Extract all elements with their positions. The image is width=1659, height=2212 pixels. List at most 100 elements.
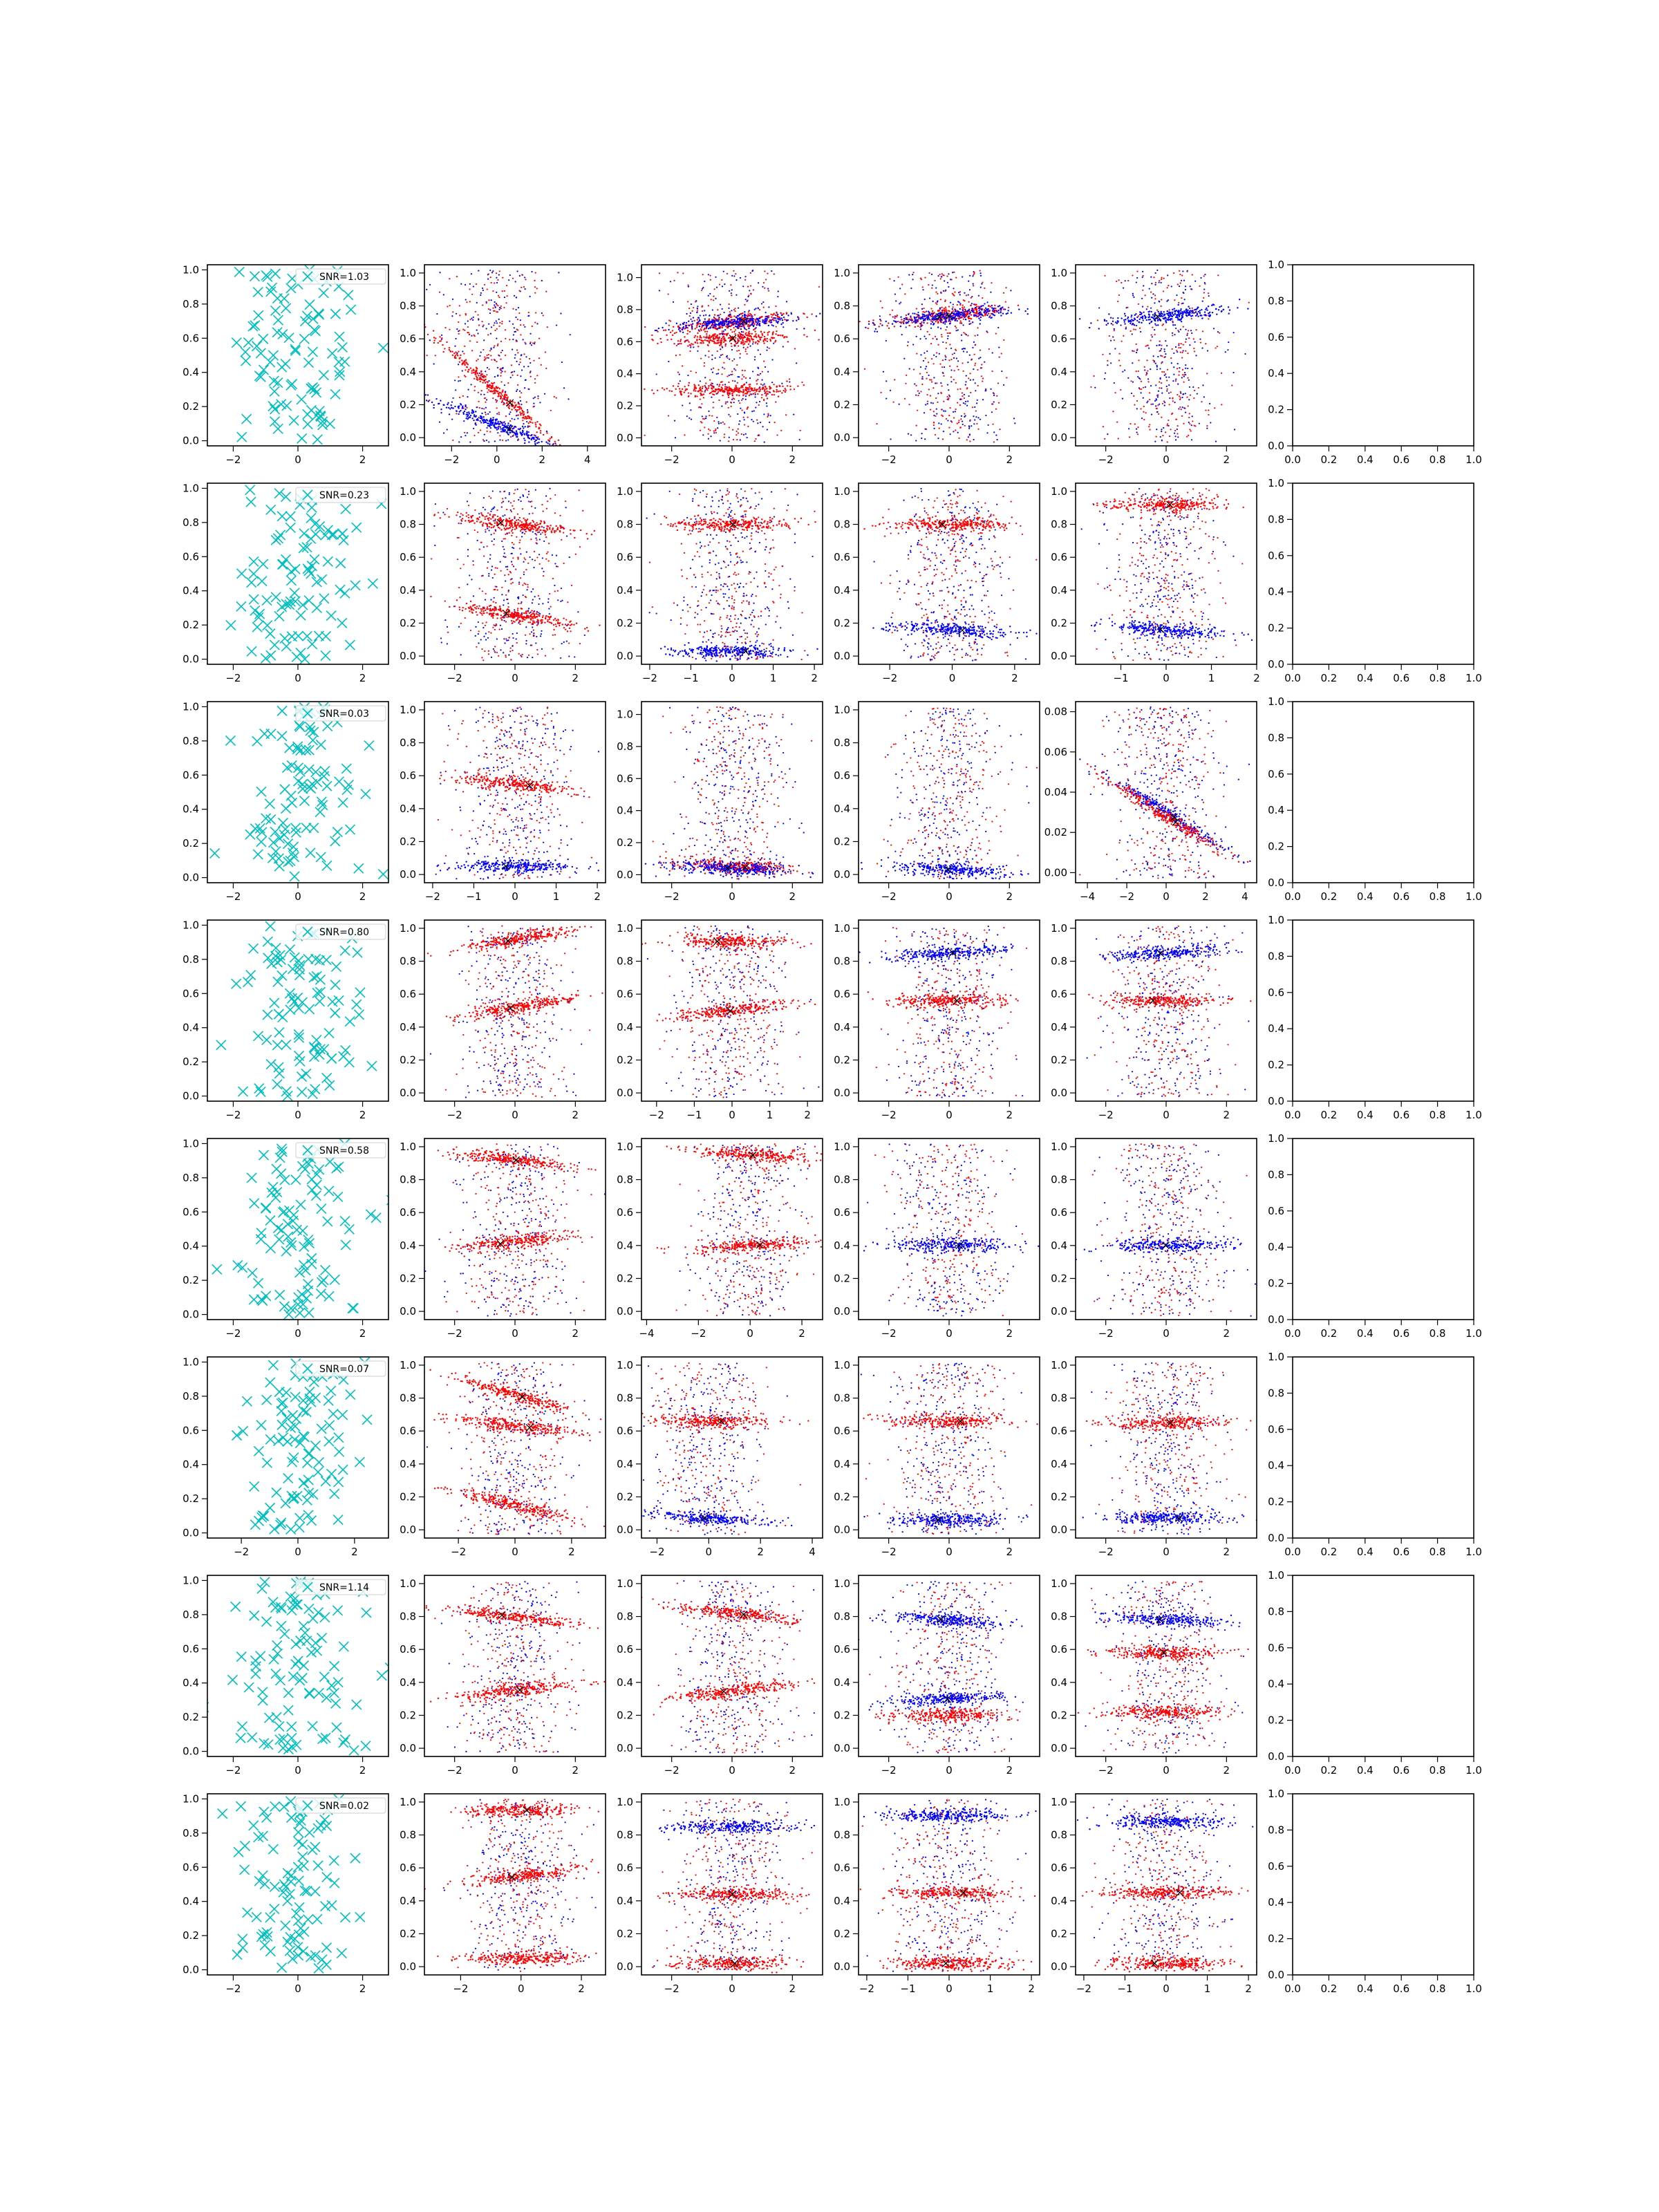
data-point — [921, 383, 924, 386]
data-point — [285, 511, 296, 522]
data-point — [512, 323, 514, 325]
data-point — [469, 301, 471, 303]
data-point — [306, 512, 317, 523]
data-point — [962, 324, 964, 326]
data-point — [993, 441, 995, 443]
data-point — [471, 317, 473, 319]
data-point — [503, 395, 505, 398]
data-point — [945, 319, 947, 321]
data-point — [711, 371, 714, 373]
data-point — [952, 310, 954, 312]
data-point — [912, 274, 914, 276]
data-point — [723, 311, 725, 314]
data-point — [768, 306, 770, 308]
data-point — [530, 344, 533, 346]
data-point — [713, 299, 715, 301]
data-point — [982, 399, 984, 401]
data-point — [1128, 428, 1130, 430]
data-point — [934, 317, 936, 319]
data-point — [494, 427, 496, 429]
data-point — [539, 402, 541, 404]
data-point — [437, 341, 439, 344]
data-point — [522, 339, 524, 341]
data-point — [695, 326, 698, 328]
data-point — [527, 436, 529, 438]
data-point — [936, 413, 938, 415]
data-point — [722, 384, 724, 386]
data-point — [1177, 425, 1179, 427]
data-point — [527, 411, 529, 414]
data-point — [753, 359, 756, 361]
data-point — [510, 424, 512, 427]
data-point — [868, 320, 870, 323]
data-point — [1027, 313, 1029, 315]
data-point — [770, 313, 772, 316]
y-tick-label: 0.0 — [834, 431, 850, 444]
data-point — [965, 294, 968, 297]
data-point — [486, 384, 489, 386]
data-point — [718, 385, 720, 387]
data-point — [1180, 312, 1182, 315]
data-point — [711, 415, 713, 417]
data-point — [1132, 381, 1134, 383]
data-point — [711, 319, 713, 321]
data-point — [1193, 424, 1195, 427]
data-point — [880, 391, 882, 393]
data-point — [669, 320, 672, 322]
data-point — [785, 336, 787, 338]
data-point — [438, 402, 440, 405]
data-point — [493, 359, 496, 361]
center-marker — [935, 312, 944, 321]
data-point — [1134, 423, 1136, 425]
data-point — [494, 310, 496, 312]
data-point — [971, 308, 973, 310]
data-point — [692, 344, 694, 346]
data-point — [485, 413, 487, 415]
data-point — [1159, 403, 1161, 405]
data-point — [1175, 327, 1177, 330]
x-tick-label: −2 — [225, 672, 241, 684]
data-point — [497, 294, 500, 297]
data-point — [436, 313, 438, 315]
data-point — [1197, 315, 1199, 317]
data-point — [700, 392, 702, 395]
data-point — [511, 418, 513, 420]
data-point — [751, 332, 753, 335]
data-point — [739, 332, 741, 335]
data-point — [928, 315, 930, 317]
data-point — [978, 312, 980, 315]
data-point — [701, 394, 704, 396]
data-point — [1194, 389, 1196, 391]
data-point — [504, 429, 507, 431]
data-point — [946, 337, 949, 339]
data-point — [734, 369, 737, 371]
data-point — [675, 388, 677, 391]
data-point — [699, 388, 701, 391]
data-point — [527, 425, 529, 427]
data-point — [489, 424, 491, 426]
data-point — [928, 317, 930, 319]
data-point — [696, 342, 699, 344]
data-point — [1150, 276, 1152, 278]
data-point — [720, 341, 722, 344]
data-point — [757, 349, 759, 351]
data-point — [1169, 313, 1171, 316]
data-point — [518, 390, 521, 392]
data-point — [744, 433, 747, 435]
data-point — [749, 317, 751, 319]
data-point — [759, 324, 761, 327]
data-point — [730, 388, 733, 391]
data-point — [1141, 316, 1144, 319]
data-point — [685, 326, 687, 329]
data-point — [741, 369, 744, 371]
data-point — [518, 312, 521, 315]
data-point — [492, 421, 494, 424]
data-point — [1185, 312, 1188, 315]
x-tick-label: 2 — [359, 453, 366, 466]
data-point — [899, 321, 901, 324]
data-point — [1132, 274, 1134, 276]
data-point — [473, 415, 476, 418]
data-point — [682, 326, 685, 328]
data-point — [750, 336, 753, 338]
data-point — [1147, 316, 1150, 319]
